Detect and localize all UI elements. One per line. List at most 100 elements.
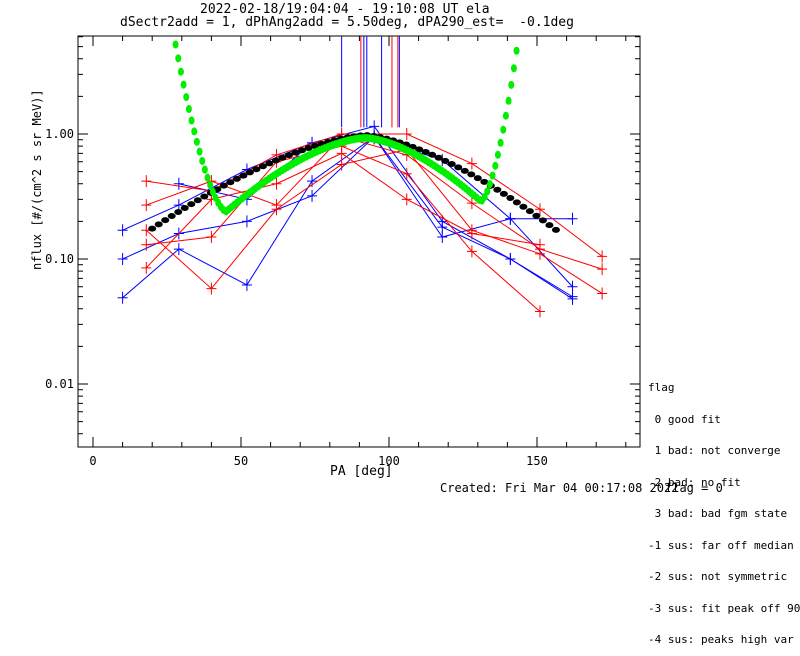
data-point bbox=[597, 287, 608, 300]
data-point bbox=[117, 253, 128, 265]
median-curve-dot bbox=[415, 146, 424, 153]
y-tick-label: 0.10 bbox=[45, 252, 74, 266]
fit-curve-dot bbox=[510, 64, 517, 73]
legend-item: -4 sus: peaks high var bbox=[648, 633, 794, 646]
fit-curve-dot bbox=[500, 125, 507, 134]
median-curve-dot bbox=[226, 179, 235, 186]
data-point bbox=[173, 177, 184, 190]
data-point bbox=[567, 212, 578, 225]
median-curve-dot bbox=[538, 217, 547, 224]
flag-legend: flag 0 good fit 1 bad: not converge 2 ba… bbox=[648, 362, 800, 656]
data-point bbox=[567, 292, 578, 305]
median-curve-dot bbox=[428, 151, 437, 158]
data-point bbox=[206, 230, 217, 243]
series-line-blue-3 bbox=[122, 136, 573, 299]
fit-curve-dot bbox=[492, 161, 499, 170]
data-point bbox=[534, 203, 545, 216]
fit-curve-dot bbox=[183, 93, 190, 102]
median-curve-dot bbox=[252, 166, 261, 173]
plot-marks bbox=[117, 36, 608, 318]
data-point bbox=[369, 120, 380, 133]
y-tick-label: 1.00 bbox=[45, 127, 74, 141]
median-curve-dot bbox=[271, 157, 280, 164]
data-point bbox=[505, 253, 516, 265]
fit-curve-dot bbox=[209, 187, 216, 196]
median-curve-dot bbox=[258, 163, 267, 170]
median-curve-dot bbox=[291, 149, 300, 156]
fit-curve-dot bbox=[486, 180, 493, 189]
median-curve-dot bbox=[167, 213, 176, 220]
median-curve-dot bbox=[284, 152, 293, 159]
data-point bbox=[241, 278, 252, 291]
chart-plot: 0 50 100 150 0.01 0.10 1.00 bbox=[45, 35, 641, 468]
median-curve-dot bbox=[232, 175, 241, 182]
data-point bbox=[141, 238, 152, 251]
legend-item: 3 bad: bad fgm state bbox=[648, 507, 788, 520]
median-curve-dot bbox=[467, 171, 476, 178]
fit-curve-dot bbox=[177, 67, 184, 76]
median-curve-dot bbox=[187, 201, 196, 208]
legend-item: 0 good fit bbox=[648, 412, 721, 426]
median-curve-dot bbox=[239, 172, 248, 179]
x-tick-label: 100 bbox=[378, 454, 400, 468]
data-point bbox=[534, 305, 545, 318]
data-point bbox=[307, 189, 318, 202]
data-point bbox=[401, 193, 412, 206]
fit-curve-dot bbox=[185, 105, 192, 114]
series-line-red-3 bbox=[145, 149, 603, 294]
data-point bbox=[466, 227, 477, 240]
fit-curve-dot bbox=[201, 165, 208, 174]
fit-curve-dot bbox=[180, 80, 187, 89]
median-curve-dot bbox=[174, 209, 183, 216]
median-curve-dot bbox=[460, 167, 469, 174]
data-point bbox=[534, 238, 545, 251]
fit-curve-dot bbox=[175, 54, 182, 63]
fit-curve-dot bbox=[172, 40, 179, 49]
data-point bbox=[241, 215, 252, 228]
median-curve-dot bbox=[193, 197, 202, 204]
data-point bbox=[173, 243, 184, 256]
fit-curve-dot bbox=[505, 96, 512, 105]
fit-curve-dot bbox=[484, 187, 491, 196]
median-curve-dot bbox=[499, 190, 508, 197]
fit-curve-dot bbox=[502, 111, 509, 120]
legend-item: 2 bad: no fit bbox=[648, 475, 741, 489]
median-curve-dot bbox=[278, 154, 287, 161]
x-axis-label: PA [deg] bbox=[330, 464, 393, 479]
legend-title: flag bbox=[648, 381, 675, 394]
legend-item: 1 bad: not converge bbox=[648, 444, 781, 457]
data-point bbox=[466, 197, 477, 210]
data-point bbox=[597, 250, 608, 263]
median-curve-dot bbox=[148, 225, 157, 232]
series-line-blue-2 bbox=[122, 136, 573, 300]
median-curve-dot bbox=[545, 222, 554, 229]
fit-curve-dot bbox=[207, 181, 214, 190]
median-curve-dot bbox=[512, 199, 521, 206]
median-curve-dot bbox=[161, 217, 170, 224]
data-point bbox=[567, 280, 578, 293]
median-curve-dot bbox=[447, 161, 456, 168]
median-curve-dot bbox=[525, 208, 534, 215]
chart-subtitle: dSectr2add = 1, dPhAng2add = 5.50deg, dP… bbox=[120, 15, 574, 30]
x-tick-label: 0 bbox=[89, 454, 96, 468]
median-curve-dot bbox=[180, 205, 189, 212]
median-curve-dot bbox=[265, 160, 274, 167]
data-point bbox=[206, 282, 217, 295]
data-point bbox=[141, 199, 152, 212]
median-curve-dot bbox=[421, 149, 430, 156]
fit-curve-dot bbox=[489, 171, 496, 180]
data-point bbox=[401, 167, 412, 180]
data-point bbox=[271, 177, 282, 190]
data-point bbox=[466, 245, 477, 258]
legend-item: -1 sus: far off median bbox=[648, 538, 794, 552]
legend-item: -3 sus: fit peak off 90 bbox=[648, 601, 800, 615]
data-point bbox=[597, 263, 608, 276]
median-curve-dot bbox=[532, 212, 541, 219]
fit-curve-dot bbox=[199, 156, 206, 165]
median-curve-dot bbox=[519, 203, 528, 210]
median-curve-dot bbox=[506, 195, 515, 202]
median-curve-dot bbox=[441, 157, 450, 164]
median-curve-dot bbox=[219, 182, 228, 189]
median-curve-dot bbox=[434, 154, 443, 161]
data-point bbox=[336, 158, 347, 171]
